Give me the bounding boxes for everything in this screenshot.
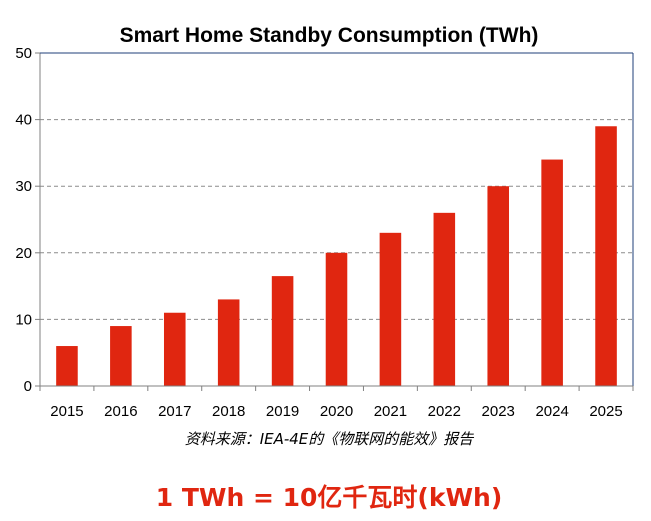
y-tick-label: 20 xyxy=(15,245,32,262)
bar-2025 xyxy=(595,126,617,386)
x-tick-label: 2023 xyxy=(482,403,515,420)
y-tick-label: 40 xyxy=(15,112,32,129)
axes xyxy=(35,52,634,391)
bars xyxy=(56,126,617,386)
x-tick-label: 2015 xyxy=(50,403,83,420)
bar-2022 xyxy=(433,212,456,386)
y-tick-label: 30 xyxy=(15,178,32,195)
x-tick-label: 2024 xyxy=(535,403,568,420)
y-tick-label: 50 xyxy=(15,45,32,62)
y-tick-label: 0 xyxy=(24,378,32,395)
bar-2019 xyxy=(271,276,294,386)
y-tick-label: 10 xyxy=(15,311,32,328)
unit-footer-note: 1 TWh = 10亿千瓦时(kWh) xyxy=(156,483,503,512)
x-tick-label: 2025 xyxy=(589,403,622,420)
x-tick-label: 2016 xyxy=(104,403,137,420)
x-tick-label: 2021 xyxy=(374,403,407,420)
x-tick-label: 2022 xyxy=(428,403,461,420)
bar-2023 xyxy=(487,186,510,386)
y-tick-labels: 0 10 20 30 40 50 xyxy=(15,45,32,395)
chart-title: Smart Home Standby Consumption (TWh) xyxy=(120,24,539,47)
x-tick-label: 2018 xyxy=(212,403,245,420)
bar-2024 xyxy=(541,159,563,386)
bar-2017 xyxy=(163,312,186,386)
bar-2016 xyxy=(110,326,132,386)
bar-2021 xyxy=(379,232,402,386)
source-note: 资料来源：IEA-4E的《物联网的能效》报告 xyxy=(185,430,475,448)
x-tick-label: 2017 xyxy=(158,403,191,420)
x-tick-label: 2019 xyxy=(266,403,299,420)
x-tick-labels: 2015 2016 2017 2018 2019 2020 2021 2022 2023 2024… xyxy=(50,403,622,420)
bar-2020 xyxy=(325,252,348,386)
bar-2018 xyxy=(217,299,240,386)
x-tick-label: 2020 xyxy=(320,403,353,420)
bar-2015 xyxy=(56,346,78,386)
